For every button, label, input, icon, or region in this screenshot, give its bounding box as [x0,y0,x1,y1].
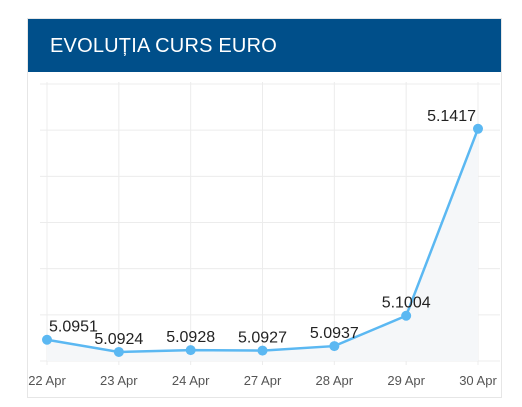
data-point-1[interactable] [113,346,124,357]
data-point-0[interactable] [42,334,52,345]
data-point-2[interactable] [185,345,196,356]
data-label-5: 5.1004 [382,295,431,312]
data-points [42,123,483,357]
data-point-3[interactable] [257,345,268,356]
data-label-3: 5.0927 [238,330,287,347]
widget-title: EVOLUȚIA CURS EURO [28,19,501,73]
x-tick-label-4: 28 Apr [316,373,354,388]
data-point-5[interactable] [401,310,412,321]
data-label-1: 5.0924 [94,331,143,348]
data-label-2: 5.0928 [166,329,215,346]
data-label-0: 5.0951 [49,319,98,336]
data-point-4[interactable] [329,341,340,352]
x-tick-label-5: 29 Apr [387,373,425,388]
data-label-4: 5.0937 [310,325,359,342]
data-label-6: 5.1417 [427,108,476,125]
data-point-6[interactable] [473,123,483,134]
x-tick-label-0: 22 Apr [28,373,66,388]
x-tick-label-2: 24 Apr [172,373,210,388]
x-tick-label-3: 27 Apr [244,373,282,388]
series-area-fill [47,128,478,361]
x-tick-label-1: 23 Apr [100,373,138,388]
x-tick-label-6: 30 Apr [459,373,497,388]
x-axis-ticks: 22 Apr 23 Apr 24 Apr 27 Apr 28 Apr 29 Apr 30 A… [28,373,497,388]
